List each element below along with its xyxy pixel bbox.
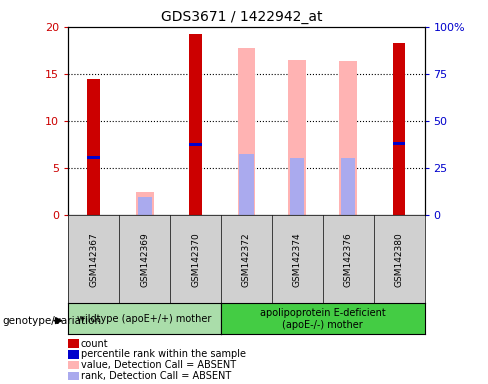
Text: percentile rank within the sample: percentile rank within the sample bbox=[81, 349, 245, 359]
Text: GDS3671 / 1422942_at: GDS3671 / 1422942_at bbox=[161, 10, 322, 23]
Bar bbox=[239, 154, 254, 215]
Text: wildtype (apoE+/+) mother: wildtype (apoE+/+) mother bbox=[78, 314, 212, 324]
Text: GSM142380: GSM142380 bbox=[395, 232, 404, 286]
Text: GSM142370: GSM142370 bbox=[191, 232, 200, 286]
Bar bbox=[339, 61, 357, 215]
Bar bbox=[288, 60, 306, 215]
Bar bbox=[138, 197, 152, 215]
Bar bbox=[238, 48, 255, 215]
Bar bbox=[87, 79, 100, 215]
Text: GSM142369: GSM142369 bbox=[140, 232, 149, 286]
Bar bbox=[189, 35, 202, 215]
Text: GSM142374: GSM142374 bbox=[293, 232, 302, 286]
Bar bbox=[87, 156, 100, 159]
Text: GSM142372: GSM142372 bbox=[242, 232, 251, 286]
Bar bbox=[189, 143, 202, 146]
Bar bbox=[393, 43, 406, 215]
Bar bbox=[290, 158, 305, 215]
Bar bbox=[393, 142, 406, 145]
Text: GSM142376: GSM142376 bbox=[344, 232, 353, 286]
Text: genotype/variation: genotype/variation bbox=[2, 316, 102, 326]
Text: value, Detection Call = ABSENT: value, Detection Call = ABSENT bbox=[81, 360, 236, 370]
Text: rank, Detection Call = ABSENT: rank, Detection Call = ABSENT bbox=[81, 371, 231, 381]
Text: count: count bbox=[81, 339, 108, 349]
Bar bbox=[341, 158, 355, 215]
Text: apolipoprotein E-deficient
(apoE-/-) mother: apolipoprotein E-deficient (apoE-/-) mot… bbox=[260, 308, 386, 329]
Text: GSM142367: GSM142367 bbox=[89, 232, 98, 286]
Bar bbox=[136, 192, 154, 215]
